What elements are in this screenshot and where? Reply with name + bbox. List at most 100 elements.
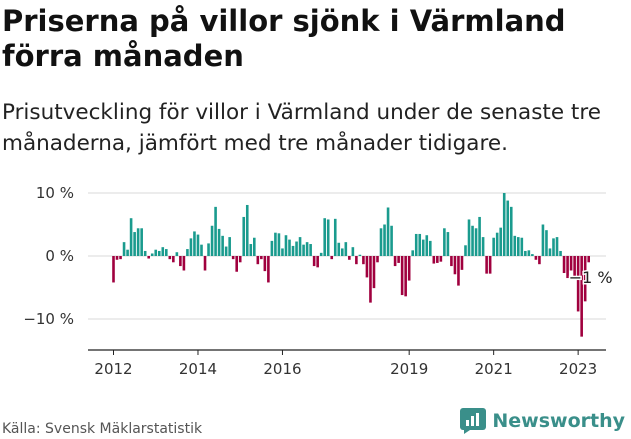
bar [362, 256, 365, 265]
bar [238, 256, 242, 263]
bar [150, 253, 154, 256]
bar [189, 238, 193, 256]
bar [323, 218, 326, 256]
y-tick-label: 10 % [36, 184, 74, 202]
bar [319, 252, 323, 256]
bar [210, 225, 214, 256]
bar [136, 228, 140, 256]
bar [450, 256, 453, 267]
bar [140, 228, 143, 256]
bar [545, 230, 548, 256]
bar [517, 237, 520, 256]
bar [583, 256, 587, 302]
brand-name: Newsworthy [492, 410, 625, 432]
bar [587, 256, 590, 263]
bar [256, 256, 260, 265]
bar [421, 239, 425, 256]
bar [277, 233, 281, 256]
bar [186, 249, 189, 256]
bar [182, 256, 186, 271]
bar [126, 249, 129, 256]
bar [312, 256, 316, 267]
bar [499, 227, 502, 256]
bar [407, 256, 411, 281]
bar [429, 240, 432, 256]
bar [372, 256, 376, 289]
bar [333, 218, 337, 256]
bar [351, 247, 355, 256]
bar [165, 249, 168, 256]
bar [383, 224, 386, 256]
bar [228, 237, 231, 256]
bar [154, 249, 158, 256]
bar [231, 256, 235, 260]
bar [175, 252, 179, 256]
bar [112, 256, 115, 283]
bar [337, 242, 341, 256]
bar [520, 237, 524, 256]
bar [400, 256, 404, 296]
bar [460, 256, 464, 270]
bar [446, 232, 450, 256]
bar [147, 256, 150, 259]
bar [502, 193, 506, 256]
bar [552, 238, 555, 256]
bar [242, 216, 246, 256]
bar [224, 246, 228, 256]
chart-title: Priserna på villor sjönk i Värmland förr… [2, 4, 566, 73]
bar [253, 237, 256, 256]
bar [386, 207, 390, 256]
bar [305, 242, 309, 256]
bar [531, 254, 534, 256]
bar [393, 256, 397, 267]
bar [263, 256, 267, 272]
bar [474, 228, 478, 256]
end-value-label: −1 % [569, 268, 613, 287]
bar [358, 254, 362, 256]
bar [495, 232, 499, 256]
bar [316, 256, 319, 268]
bar [161, 247, 165, 256]
bar [221, 235, 224, 256]
bar [443, 228, 446, 256]
brand-logo: Newsworthy [460, 408, 625, 434]
bar [524, 250, 527, 256]
x-tick-label: 2016 [263, 360, 301, 378]
bar [168, 256, 172, 260]
bar [538, 256, 541, 265]
bar [548, 248, 552, 256]
bar [119, 256, 122, 260]
bar [302, 244, 305, 256]
bar [376, 256, 379, 263]
bar [133, 232, 136, 256]
bar [534, 256, 538, 260]
bar [330, 256, 334, 260]
bar [485, 256, 488, 274]
bar [200, 244, 203, 256]
bar [488, 256, 492, 274]
axes [88, 349, 606, 355]
bar [527, 250, 531, 256]
bar [235, 256, 238, 272]
bar [270, 240, 274, 256]
bar [355, 256, 358, 265]
bar [457, 256, 460, 286]
bar [365, 256, 369, 278]
bar [580, 256, 583, 337]
bar [122, 242, 126, 256]
bar [245, 204, 249, 256]
bar [260, 256, 263, 260]
bar [509, 206, 513, 256]
bar [576, 256, 580, 312]
x-tick-label: 2019 [390, 360, 428, 378]
x-tick-label: 2021 [475, 360, 513, 378]
bar [425, 235, 429, 256]
bar [569, 256, 573, 271]
bar [284, 235, 288, 256]
bar [397, 256, 400, 263]
bar [267, 256, 270, 283]
bar [573, 256, 576, 280]
bar [129, 218, 133, 256]
bar [390, 225, 393, 256]
newsworthy-logo-icon [460, 408, 487, 434]
